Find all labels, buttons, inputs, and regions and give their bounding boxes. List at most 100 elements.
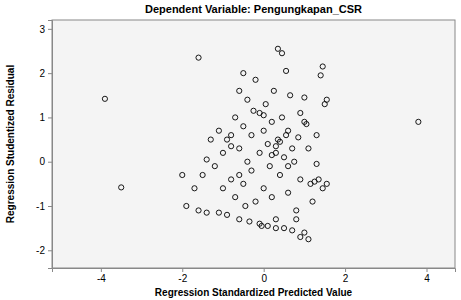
- y-tick: -2: [36, 245, 52, 256]
- x-tick-label: 4: [424, 273, 430, 284]
- point: [310, 199, 315, 204]
- y-axis-title: Regression Studentized Residual: [5, 65, 16, 224]
- point: [271, 88, 276, 93]
- point: [298, 234, 303, 239]
- y-tick-mark: [48, 162, 52, 163]
- point: [241, 71, 246, 76]
- point: [220, 150, 225, 155]
- y-tick-label: 1: [39, 112, 45, 123]
- title: Dependent Variable: Pengungkapan_CSR: [145, 3, 362, 15]
- plot-frame: [52, 20, 455, 268]
- point: [245, 159, 250, 164]
- point: [324, 181, 329, 186]
- point: [298, 177, 303, 182]
- point: [216, 210, 221, 215]
- point: [290, 228, 295, 233]
- point: [245, 97, 250, 102]
- y-tick: -1: [36, 201, 52, 212]
- point: [216, 128, 221, 133]
- point: [283, 68, 288, 73]
- point: [233, 115, 238, 120]
- point: [184, 203, 189, 208]
- point: [273, 226, 278, 231]
- point: [180, 172, 185, 177]
- point: [281, 226, 286, 231]
- y-tick-label: -2: [36, 245, 45, 256]
- point: [269, 152, 274, 157]
- point: [200, 172, 205, 177]
- point: [265, 223, 270, 228]
- point: [292, 159, 297, 164]
- point: [249, 168, 254, 173]
- point: [196, 208, 201, 213]
- point: [269, 195, 274, 200]
- point: [249, 133, 254, 138]
- point: [237, 146, 242, 151]
- point: [196, 55, 201, 60]
- y-tick-label: 3: [39, 24, 45, 35]
- point: [192, 186, 197, 191]
- point: [269, 119, 274, 124]
- y-tick-label: 2: [39, 68, 45, 79]
- point: [314, 161, 319, 166]
- x-tick: -4: [97, 268, 106, 284]
- y-tick-label: -1: [36, 201, 45, 212]
- y-tick-mark: [48, 117, 52, 118]
- point: [294, 217, 299, 222]
- x-tick-label: 2: [343, 273, 349, 284]
- x-tick-mark: [345, 268, 346, 272]
- point: [102, 96, 107, 101]
- point: [281, 155, 286, 160]
- x-tick: -2: [178, 268, 187, 284]
- point: [320, 64, 325, 69]
- point: [263, 102, 268, 107]
- x-tick-label: -2: [178, 273, 187, 284]
- point: [241, 124, 246, 129]
- point: [286, 164, 291, 169]
- point: [229, 133, 234, 138]
- point: [302, 230, 307, 235]
- point: [267, 164, 272, 169]
- plot: -4-2024-2-10123: [36, 20, 455, 284]
- x-tick: 2: [343, 268, 349, 284]
- y-tick: 2: [39, 68, 52, 79]
- x-tick-mark: [101, 268, 102, 272]
- y-tick-mark: [48, 206, 52, 207]
- y-axis: -2-10123: [36, 21, 52, 269]
- point: [273, 144, 278, 149]
- y-tick-mark: [48, 73, 52, 74]
- point: [294, 208, 299, 213]
- point: [275, 46, 280, 51]
- point: [233, 195, 238, 200]
- point: [316, 177, 321, 182]
- y-axis-line: [48, 21, 53, 269]
- point: [318, 73, 323, 78]
- point: [261, 113, 266, 118]
- point: [212, 164, 217, 169]
- point: [302, 119, 307, 124]
- x-axis-title: Regression Standardized Predicted Value: [155, 287, 353, 298]
- chart: -4-2024-2-10123Dependent Variable: Pengu…: [0, 0, 461, 300]
- point: [324, 97, 329, 102]
- y-tick-mark: [48, 250, 52, 251]
- point: [314, 133, 319, 138]
- point: [288, 93, 293, 98]
- point: [265, 141, 270, 146]
- x-tick-label: -4: [97, 273, 106, 284]
- point: [237, 88, 242, 93]
- points: [102, 46, 421, 242]
- x-tick-mark: [264, 268, 265, 272]
- point: [273, 217, 278, 222]
- point: [220, 186, 225, 191]
- point: [286, 190, 291, 195]
- x-tick-mark: [182, 268, 183, 272]
- point: [204, 157, 209, 162]
- point: [259, 223, 264, 228]
- y-tick: 1: [39, 112, 52, 123]
- point: [237, 217, 242, 222]
- point: [251, 108, 256, 113]
- y-tick-mark: [48, 29, 52, 30]
- point: [296, 135, 301, 140]
- point: [204, 210, 209, 215]
- point: [119, 185, 124, 190]
